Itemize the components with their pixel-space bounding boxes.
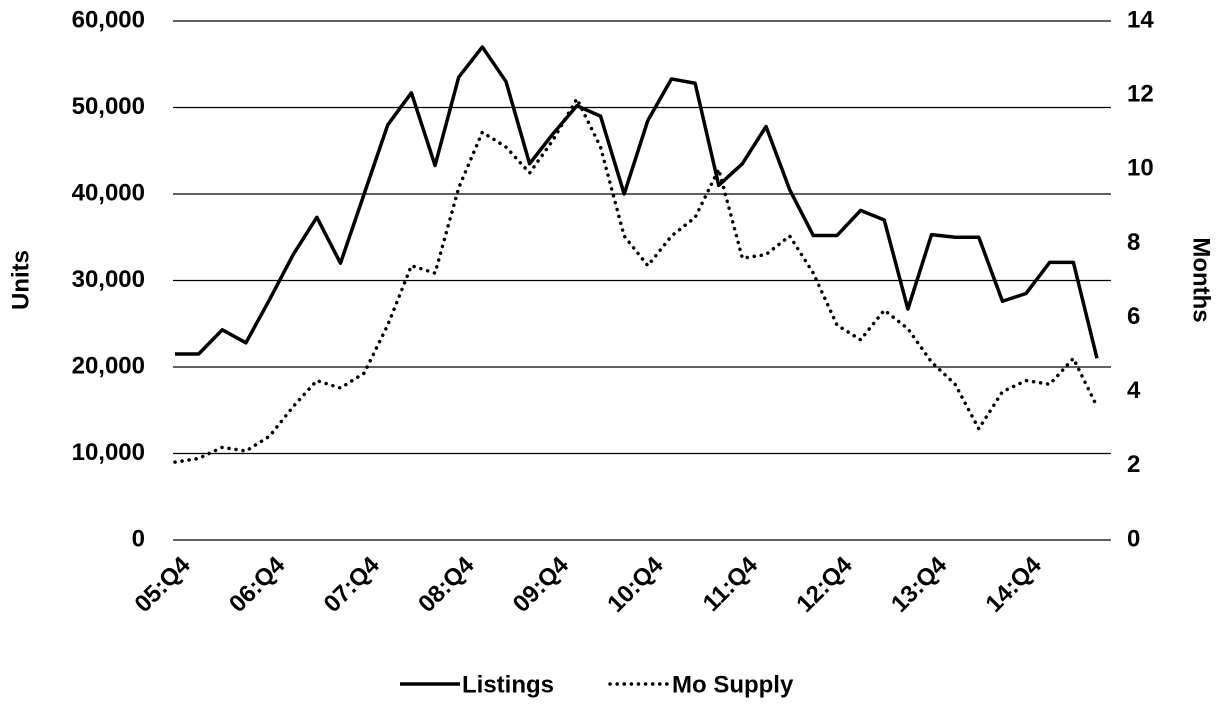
y-tick-label: 10,000 <box>72 439 145 466</box>
y2-tick-label: 8 <box>1127 229 1140 256</box>
x-tick-label: 09:Q4 <box>508 551 575 618</box>
y2-tick-label: 6 <box>1127 303 1140 330</box>
y-tick-label: 30,000 <box>72 266 145 293</box>
y2-tick-label: 14 <box>1127 6 1154 33</box>
y-axis-title: Units <box>7 250 34 310</box>
y2-axis-title: Months <box>1188 237 1215 322</box>
legend-label: Mo Supply <box>672 671 794 698</box>
y2-tick-label: 12 <box>1127 80 1154 107</box>
x-tick-label: 13:Q4 <box>886 551 953 618</box>
y2-tick-label: 4 <box>1127 377 1141 404</box>
x-tick-label: 10:Q4 <box>602 551 669 618</box>
y2-tick-label: 2 <box>1127 451 1140 478</box>
series-line <box>175 45 1099 359</box>
x-tick-label: 12:Q4 <box>791 551 858 618</box>
y-tick-label: 60,000 <box>72 6 145 33</box>
x-tick-label: 06:Q4 <box>224 551 291 618</box>
y-tick-label: 50,000 <box>72 93 145 120</box>
y2-tick-label: 0 <box>1127 525 1140 552</box>
x-tick-label: 07:Q4 <box>319 551 386 618</box>
x-tick-label: 14:Q4 <box>981 551 1048 618</box>
x-tick-label: 05:Q4 <box>129 551 196 618</box>
y-tick-label: 20,000 <box>72 352 145 379</box>
y-tick-label: 40,000 <box>72 179 145 206</box>
y-tick-label: 0 <box>132 525 145 552</box>
x-tick-label: 08:Q4 <box>413 551 480 618</box>
legend-label: Listings <box>462 671 554 698</box>
x-tick-label: 11:Q4 <box>698 551 764 617</box>
y2-tick-label: 10 <box>1127 155 1154 182</box>
